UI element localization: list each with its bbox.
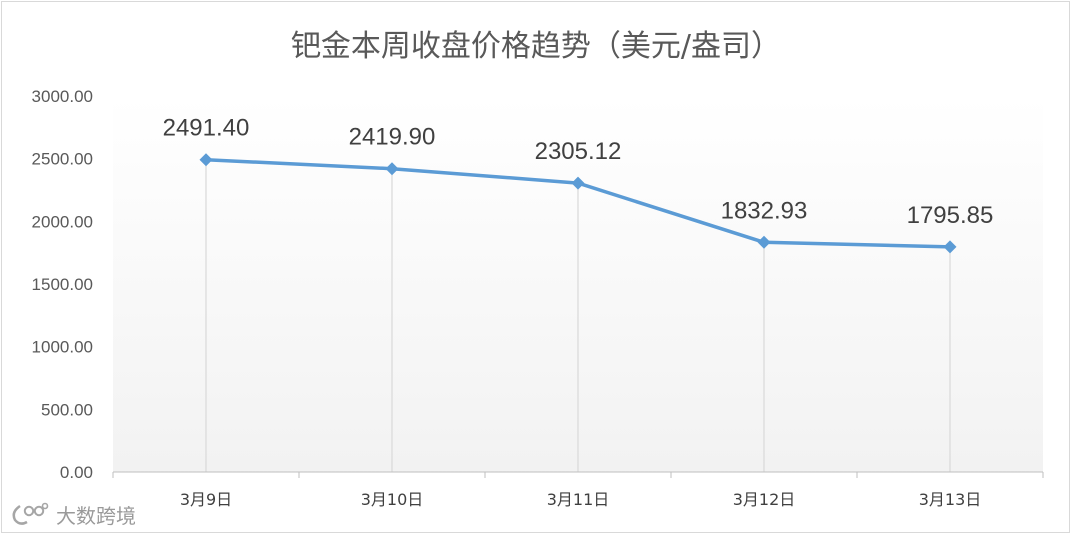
y-tick-label: 3000.00 xyxy=(32,87,93,106)
y-tick-label: 2500.00 xyxy=(32,150,93,169)
y-axis-ticks: 0.00 500.00 1000.00 1500.00 2000.00 2500.00 30… xyxy=(32,87,93,482)
y-tick-label: 500.00 xyxy=(41,400,93,419)
data-labels: 2491.40 2419.90 2305.12 1832.93 1795.85 xyxy=(163,115,994,229)
logo-icon xyxy=(12,502,49,525)
data-label: 1832.93 xyxy=(721,197,808,224)
data-label: 2491.40 xyxy=(163,115,250,142)
y-tick-label: 1000.00 xyxy=(32,338,93,357)
watermark-text: 大数跨境 xyxy=(56,504,136,528)
x-tick-label: 3月11日 xyxy=(547,490,610,509)
y-tick-label: 1500.00 xyxy=(32,275,93,294)
data-label: 1795.85 xyxy=(907,202,994,229)
chart-title: 钯金本周收盘价格趋势（美元/盎司） xyxy=(291,29,781,64)
x-tick-label: 3月10日 xyxy=(361,490,424,509)
y-tick-label: 2000.00 xyxy=(32,212,93,231)
data-point xyxy=(943,240,957,254)
watermark: 大数跨境 xyxy=(12,502,136,528)
y-tick-label: 0.00 xyxy=(60,463,93,482)
data-point xyxy=(571,176,585,190)
x-axis-ticks xyxy=(112,472,1044,478)
series-markers xyxy=(199,153,957,254)
drop-lines xyxy=(205,159,951,472)
data-label: 2419.90 xyxy=(349,124,436,151)
data-label: 2305.12 xyxy=(535,138,622,165)
x-axis-labels: 3月9日 3月10日 3月11日 3月12日 3月13日 xyxy=(180,490,981,509)
x-tick-label: 3月12日 xyxy=(733,490,796,509)
data-point xyxy=(757,235,771,249)
x-tick-label: 3月13日 xyxy=(919,490,982,509)
x-tick-label: 3月9日 xyxy=(180,490,232,509)
data-point xyxy=(199,153,213,167)
data-point xyxy=(385,162,399,176)
